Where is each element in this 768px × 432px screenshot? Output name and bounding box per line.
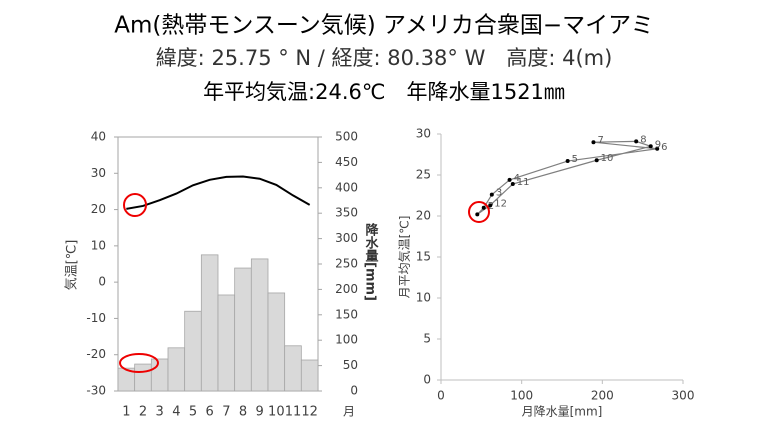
point-label: 8 bbox=[640, 134, 646, 145]
point bbox=[594, 158, 599, 163]
point bbox=[510, 182, 515, 187]
point-label: 5 bbox=[572, 154, 578, 165]
y-tick-label: 15 bbox=[416, 250, 431, 264]
y-tick-label: 10 bbox=[91, 238, 106, 252]
bar bbox=[234, 267, 252, 392]
point bbox=[481, 205, 486, 210]
bar bbox=[267, 292, 286, 392]
bar bbox=[300, 359, 319, 392]
x-tick-label: 300 bbox=[672, 389, 695, 403]
point-label: 11 bbox=[517, 177, 530, 188]
point bbox=[634, 139, 639, 144]
temperature-line bbox=[126, 175, 311, 210]
x-tick-label: 4 bbox=[172, 405, 180, 420]
y-tick-label: 40 bbox=[91, 130, 106, 144]
y-tick-label: -30 bbox=[86, 384, 106, 398]
y-tick-label: 0 bbox=[98, 275, 106, 289]
y-tick-label: 25 bbox=[416, 168, 431, 182]
y2-tick-label: 150 bbox=[335, 307, 358, 321]
point-label: 4 bbox=[514, 173, 520, 184]
point-label: 9 bbox=[655, 139, 661, 150]
point-label: 6 bbox=[661, 142, 667, 153]
x-tick-label: 100 bbox=[510, 389, 533, 403]
x-tick-label: 5 bbox=[189, 405, 197, 420]
point-label: 7 bbox=[597, 135, 603, 146]
point-label: 12 bbox=[494, 198, 507, 209]
point bbox=[488, 203, 493, 208]
bar bbox=[167, 347, 186, 392]
x-tick-label: 3 bbox=[156, 405, 164, 420]
y-tick-label: 30 bbox=[416, 127, 431, 141]
point bbox=[655, 146, 660, 151]
x-tick-label: 6 bbox=[206, 405, 214, 420]
bar bbox=[250, 258, 269, 392]
location: 緯度: 25.75 ° N / 経度: 80.38° W 高度: 4(m) bbox=[156, 46, 613, 70]
point bbox=[565, 159, 570, 164]
x-tick-label: 0 bbox=[437, 389, 445, 403]
y-tick-label: -10 bbox=[86, 311, 106, 325]
x-tick-label: 11 bbox=[285, 405, 302, 420]
x-tick-label: 2 bbox=[139, 405, 147, 420]
y2-tick-label: 200 bbox=[335, 282, 358, 296]
bar bbox=[150, 358, 169, 392]
point-label: 10 bbox=[601, 153, 614, 164]
bar bbox=[184, 310, 202, 392]
bar bbox=[200, 254, 219, 392]
y2-tick-label: 350 bbox=[335, 206, 358, 220]
y2-tick-label: 400 bbox=[335, 180, 358, 194]
x-axis-label: 月降水量[mm] bbox=[522, 405, 603, 419]
y2-axis-label: 降水量[mm] bbox=[363, 222, 379, 301]
title: Am(熱帯モンスーン気候) アメリカ合衆国−マイアミ bbox=[114, 13, 653, 39]
y2-tick-label: 100 bbox=[335, 333, 358, 347]
x-tick-label: 1 bbox=[122, 405, 130, 420]
y2-tick-label: 500 bbox=[335, 130, 358, 144]
x-axis-label: 月 bbox=[343, 405, 355, 419]
point bbox=[475, 212, 480, 217]
y2-tick-label: 0 bbox=[350, 384, 358, 398]
y-axis-label: 気温[℃] bbox=[64, 240, 80, 291]
point-label: 3 bbox=[496, 188, 502, 199]
y2-tick-label: 300 bbox=[335, 231, 358, 245]
point bbox=[648, 144, 653, 149]
point bbox=[591, 140, 596, 145]
x-tick-label: 9 bbox=[256, 405, 264, 420]
y-tick-label: 5 bbox=[423, 332, 431, 346]
y-tick-label: 0 bbox=[423, 373, 431, 387]
y-axis-label: 月平均気温[℃] bbox=[397, 216, 412, 299]
x-tick-label: 10 bbox=[268, 405, 285, 420]
y-tick-label: 20 bbox=[91, 202, 106, 216]
y-tick-label: 20 bbox=[416, 209, 431, 223]
x-tick-label: 12 bbox=[301, 405, 318, 420]
x-tick-label: 200 bbox=[591, 389, 614, 403]
bar bbox=[117, 367, 136, 392]
y-tick-label: -20 bbox=[86, 347, 106, 361]
y2-tick-label: 50 bbox=[343, 358, 358, 372]
y-tick-label: 10 bbox=[416, 291, 431, 305]
bar bbox=[217, 294, 236, 392]
x-tick-label: 7 bbox=[222, 405, 230, 420]
y-tick-label: 30 bbox=[91, 166, 106, 180]
y2-tick-label: 450 bbox=[335, 155, 358, 169]
point bbox=[489, 192, 494, 197]
bar bbox=[284, 345, 302, 392]
bar bbox=[134, 363, 152, 392]
point bbox=[507, 177, 512, 182]
y2-tick-label: 250 bbox=[335, 257, 358, 271]
summary: 年平均気温:24.6℃ 年降水量1521㎜ bbox=[203, 80, 565, 104]
x-tick-label: 8 bbox=[239, 405, 247, 420]
